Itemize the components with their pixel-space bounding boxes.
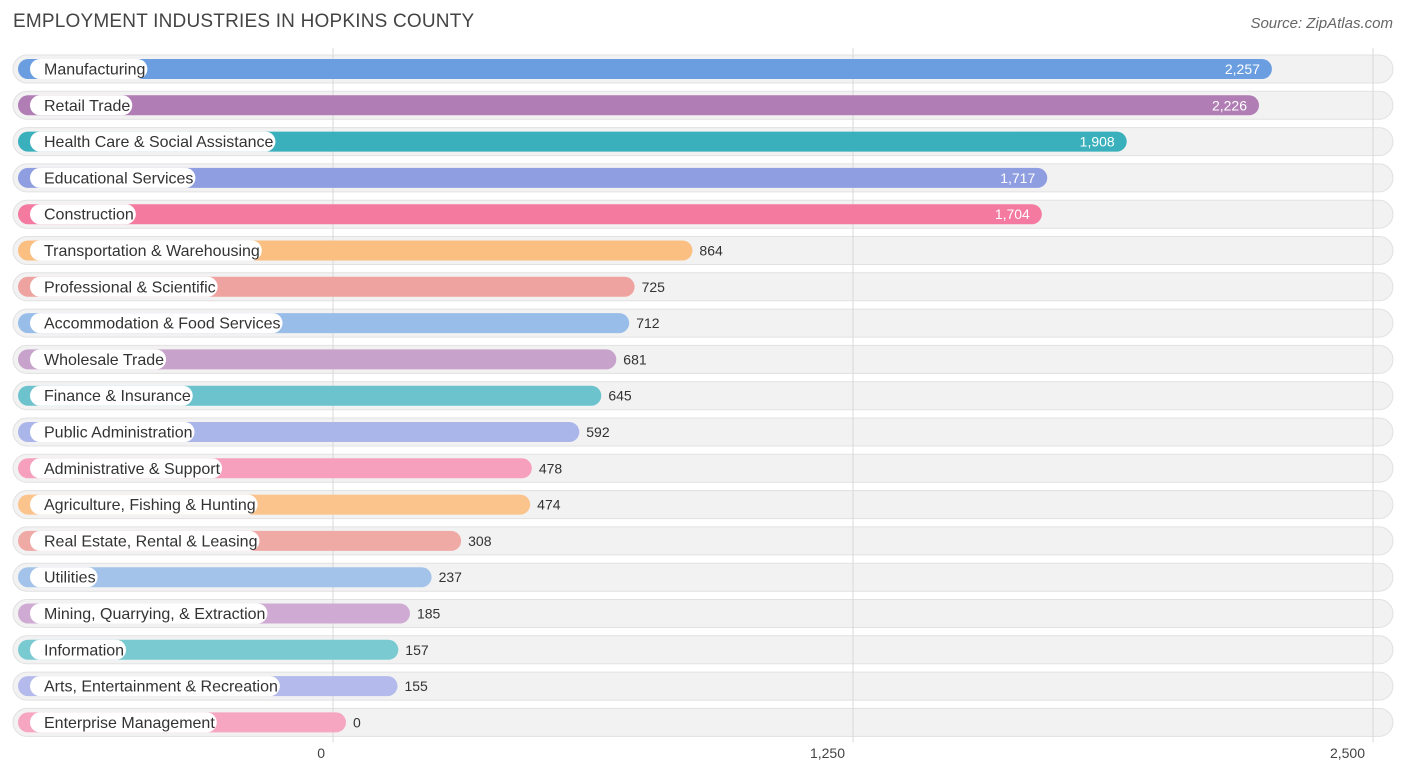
- value-label: 185: [417, 606, 441, 622]
- value-label: 308: [468, 533, 492, 549]
- category-label-pill: [30, 603, 268, 624]
- value-label: 474: [537, 497, 561, 513]
- value-label: 725: [642, 279, 666, 295]
- value-label: 864: [699, 243, 723, 259]
- row-track: [12, 707, 1394, 737]
- category-label-pill: [30, 458, 223, 479]
- value-label: 2,257: [1225, 61, 1260, 77]
- category-label-pill: [30, 567, 98, 588]
- value-label: 2,226: [1212, 97, 1247, 113]
- bar[interactable]: [18, 204, 1042, 225]
- category-label-pill: [30, 167, 196, 188]
- category-label: Health Care & Social Assistance: [44, 134, 274, 151]
- category-label-pill: [30, 204, 136, 225]
- value-label: 1,908: [1080, 134, 1115, 150]
- bar[interactable]: [18, 59, 1272, 79]
- category-label-pill: [30, 712, 217, 733]
- value-label: 1,704: [995, 206, 1030, 222]
- category-label-pill: [30, 676, 280, 697]
- bar-group[interactable]: Information 157: [18, 639, 429, 660]
- value-label: 645: [608, 388, 632, 404]
- category-label-pill: [30, 240, 262, 261]
- category-label: Wholesale Trade: [44, 352, 164, 369]
- bar-group[interactable]: Agriculture, Fishing & Hunting 474: [18, 494, 561, 515]
- bar-group[interactable]: Construction 1,704: [18, 204, 1042, 225]
- x-tick-label: 1,250: [810, 745, 845, 761]
- value-label: 592: [586, 424, 610, 440]
- category-label-pill: [30, 276, 218, 297]
- category-label: Finance & Insurance: [44, 388, 191, 405]
- category-label: Information: [44, 642, 124, 659]
- category-label-pill: [30, 59, 148, 79]
- category-label: Accommodation & Food Services: [44, 316, 281, 333]
- bar-group[interactable]: Arts, Entertainment & Recreation 155: [18, 676, 428, 697]
- bar[interactable]: [18, 349, 617, 370]
- bar-group[interactable]: Finance & Insurance 645: [18, 385, 632, 406]
- value-label: 157: [405, 642, 429, 658]
- bar-group[interactable]: Administrative & Support 478: [18, 458, 563, 479]
- category-label-pill: [30, 494, 258, 515]
- category-label: Enterprise Management: [44, 715, 215, 732]
- category-label-pill: [30, 422, 195, 442]
- bar-group[interactable]: Professional & Scientific 725: [18, 276, 666, 297]
- category-label-pill: [30, 313, 283, 334]
- category-label: Arts, Entertainment & Recreation: [44, 679, 278, 696]
- category-label-pill: [30, 349, 167, 370]
- category-label: Construction: [44, 207, 134, 224]
- value-label: 0: [353, 714, 361, 730]
- bar-group[interactable]: Health Care & Social Assistance 1,908: [18, 131, 1127, 152]
- bar-group[interactable]: Transportation & Warehousing 864: [18, 240, 723, 261]
- bar-group[interactable]: Accommodation & Food Services 712: [18, 313, 660, 334]
- value-label: 681: [623, 351, 647, 367]
- x-tick-label: 0: [317, 745, 325, 761]
- bar[interactable]: [18, 95, 1260, 116]
- bar-group[interactable]: Retail Trade 2,226: [18, 95, 1260, 116]
- bar[interactable]: [18, 131, 1127, 152]
- bar-group[interactable]: Educational Services 1,717: [18, 167, 1048, 188]
- category-label: Administrative & Support: [44, 461, 221, 478]
- category-label-pill: [30, 639, 127, 660]
- bar-group[interactable]: Real Estate, Rental & Leasing 308: [18, 530, 492, 551]
- category-label-pill: [30, 131, 276, 152]
- bar-group[interactable]: Utilities 237: [18, 567, 463, 588]
- value-label: 712: [636, 315, 660, 331]
- category-label: Manufacturing: [44, 62, 145, 79]
- value-label: 1,717: [1000, 170, 1035, 186]
- bar[interactable]: [18, 167, 1048, 188]
- category-label-pill: [30, 95, 133, 116]
- category-label: Real Estate, Rental & Leasing: [44, 533, 257, 550]
- category-label-pill: [30, 530, 260, 551]
- category-label: Mining, Quarrying, & Extraction: [44, 606, 265, 623]
- category-label: Agriculture, Fishing & Hunting: [44, 497, 256, 514]
- bar-group[interactable]: Public Administration 592: [18, 422, 610, 442]
- value-label: 155: [404, 678, 428, 694]
- category-label: Educational Services: [44, 170, 193, 187]
- bar-group[interactable]: Manufacturing 2,257: [18, 59, 1272, 79]
- x-tick-label: 2,500: [1330, 745, 1365, 761]
- category-label: Transportation & Warehousing: [44, 243, 260, 260]
- category-label: Professional & Scientific: [44, 279, 216, 296]
- chart-title: EMPLOYMENT INDUSTRIES IN HOPKINS COUNTY: [13, 11, 475, 32]
- category-label-pill: [30, 385, 193, 406]
- bar-group[interactable]: Wholesale Trade 681: [18, 349, 647, 370]
- category-label: Retail Trade: [44, 98, 130, 115]
- value-label: 478: [539, 460, 563, 476]
- category-label: Public Administration: [44, 425, 193, 442]
- category-label: Utilities: [44, 570, 96, 587]
- bar[interactable]: [18, 567, 432, 588]
- value-label: 237: [439, 569, 463, 585]
- source-label: Source: ZipAtlas.com: [1250, 15, 1393, 32]
- bar-group[interactable]: Enterprise Management 0: [18, 712, 361, 733]
- bar-group[interactable]: Mining, Quarrying, & Extraction 185: [18, 603, 441, 624]
